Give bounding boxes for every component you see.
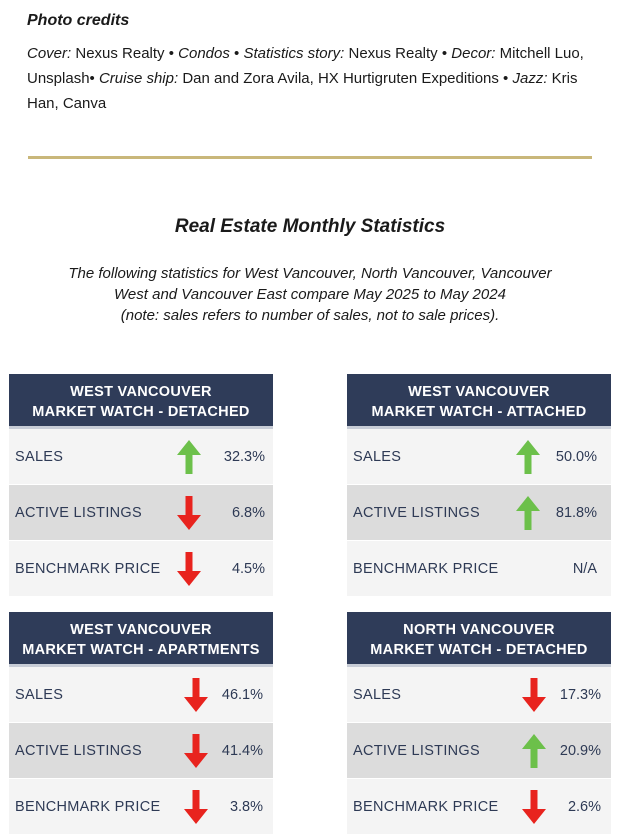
stat-value: 6.8% [231, 504, 265, 521]
stat-value: 46.1% [221, 686, 263, 703]
photo-credits: Photo credits Cover: Nexus Realty • Cond… [27, 12, 597, 116]
card-header: WEST VANCOUVER MARKET WATCH - APARTMENTS [9, 612, 273, 667]
stats-description: The following statistics for West Vancou… [0, 263, 620, 326]
stat-row: BENCHMARK PRICE 3.8% [9, 779, 273, 835]
card-title-line: WEST VANCOUVER [70, 384, 212, 400]
stat-row: ACTIVE LISTINGS 81.8% [347, 485, 611, 541]
arrow-down-icon [522, 678, 546, 712]
arrow-up-icon [177, 440, 201, 474]
stat-row: SALES 32.3% [9, 429, 273, 485]
stat-label: ACTIVE LISTINGS [15, 504, 142, 521]
credit-text: Kris Han, Canva [27, 70, 578, 112]
credit-label: Cover: [27, 45, 72, 62]
stat-row: BENCHMARK PRICE N/A [347, 541, 611, 597]
credit-label: Condos [178, 45, 230, 62]
stat-row: BENCHMARK PRICE 4.5% [9, 541, 273, 597]
stat-label: BENCHMARK PRICE [15, 560, 161, 577]
credit-label: Jazz: [512, 70, 548, 87]
arrow-up-icon [516, 496, 540, 530]
credit-text: Nexus Realty • [344, 45, 452, 62]
stat-value: N/A [572, 560, 597, 577]
stat-label: SALES [15, 686, 64, 703]
stat-value: 41.4% [221, 742, 263, 759]
stat-row: ACTIVE LISTINGS 41.4% [9, 723, 273, 779]
stat-value: 17.3% [559, 686, 601, 703]
card-title-line: MARKET WATCH - DETACHED [32, 404, 250, 420]
stat-label: SALES [15, 448, 64, 465]
market-watch-card-west-vancouver-detached: WEST VANCOUVER MARKET WATCH - DETACHED SAL… [9, 374, 273, 597]
stat-label: SALES [353, 448, 402, 465]
stat-label: BENCHMARK PRICE [353, 560, 499, 577]
card-title-line: WEST VANCOUVER [408, 384, 550, 400]
card-title-line: MARKET WATCH - DETACHED [370, 642, 588, 658]
stat-row: SALES 50.0% [347, 429, 611, 485]
stat-value: 50.0% [555, 448, 597, 465]
credit-text: Nexus Realty • [71, 45, 179, 62]
credit-label: Decor: [451, 45, 496, 62]
card-title-line: MARKET WATCH - ATTACHED [371, 404, 587, 420]
arrow-down-icon [184, 790, 208, 824]
stat-label: SALES [353, 686, 402, 703]
credit-text: • [229, 45, 244, 62]
stat-value: 32.3% [223, 448, 265, 465]
stat-value: 4.5% [231, 560, 265, 577]
stat-value: 81.8% [555, 504, 597, 521]
arrow-down-icon [177, 496, 201, 530]
credit-text: Dan and Zora Avila, HX Hurtigruten Exped… [178, 70, 513, 87]
stat-value: 3.8% [229, 798, 263, 815]
credit-text: Mitchell Luo, Unsplash• [27, 45, 584, 87]
stat-row: SALES 46.1% [9, 667, 273, 723]
stats-description-line: (note: sales refers to number of sales, … [120, 307, 500, 324]
card-header: WEST VANCOUVER MARKET WATCH - ATTACHED [347, 374, 611, 429]
divider-rule [28, 156, 592, 159]
card-header: WEST VANCOUVER MARKET WATCH - DETACHED [9, 374, 273, 429]
card-header: NORTH VANCOUVER MARKET WATCH - DETACHED [347, 612, 611, 667]
photo-credits-heading: Photo credits [27, 12, 130, 29]
arrow-up-icon [522, 734, 546, 768]
arrow-down-icon [184, 734, 208, 768]
credit-label: Cruise ship: [98, 70, 179, 87]
stat-row: BENCHMARK PRICE 2.6% [347, 779, 611, 835]
stats-title: Real Estate Monthly Statistics [174, 216, 446, 237]
card-title-line: NORTH VANCOUVER [403, 622, 555, 638]
stat-row: SALES 17.3% [347, 667, 611, 723]
credit-label: Statistics story: [243, 45, 345, 62]
stat-label: ACTIVE LISTINGS [353, 504, 480, 521]
arrow-down-icon [177, 552, 201, 586]
market-watch-card-north-vancouver-detached: NORTH VANCOUVER MARKET WATCH - DETACHED SA… [347, 612, 611, 835]
stat-label: ACTIVE LISTINGS [353, 742, 480, 759]
stat-value: 20.9% [559, 742, 601, 759]
stats-description-line: The following statistics for West Vancou… [68, 265, 552, 282]
card-title-line: MARKET WATCH - APARTMENTS [22, 642, 260, 658]
market-watch-card-west-vancouver-apartments: WEST VANCOUVER MARKET WATCH - APARTMENTS S… [9, 612, 273, 835]
stat-row: ACTIVE LISTINGS 20.9% [347, 723, 611, 779]
market-watch-card-west-vancouver-attached: WEST VANCOUVER MARKET WATCH - ATTACHED SAL… [347, 374, 611, 597]
photo-credits-text: Cover: Nexus Realty • Condos • Statistic… [27, 41, 597, 116]
stats-description-line: West and Vancouver East compare May 2025… [114, 286, 506, 303]
stat-label: BENCHMARK PRICE [353, 798, 499, 815]
arrow-down-icon [522, 790, 546, 824]
stat-label: BENCHMARK PRICE [15, 798, 161, 815]
arrow-down-icon [184, 678, 208, 712]
stat-row: ACTIVE LISTINGS 6.8% [9, 485, 273, 541]
arrow-up-icon [516, 440, 540, 474]
stat-value: 2.6% [567, 798, 601, 815]
stat-label: ACTIVE LISTINGS [15, 742, 142, 759]
card-title-line: WEST VANCOUVER [70, 622, 212, 638]
